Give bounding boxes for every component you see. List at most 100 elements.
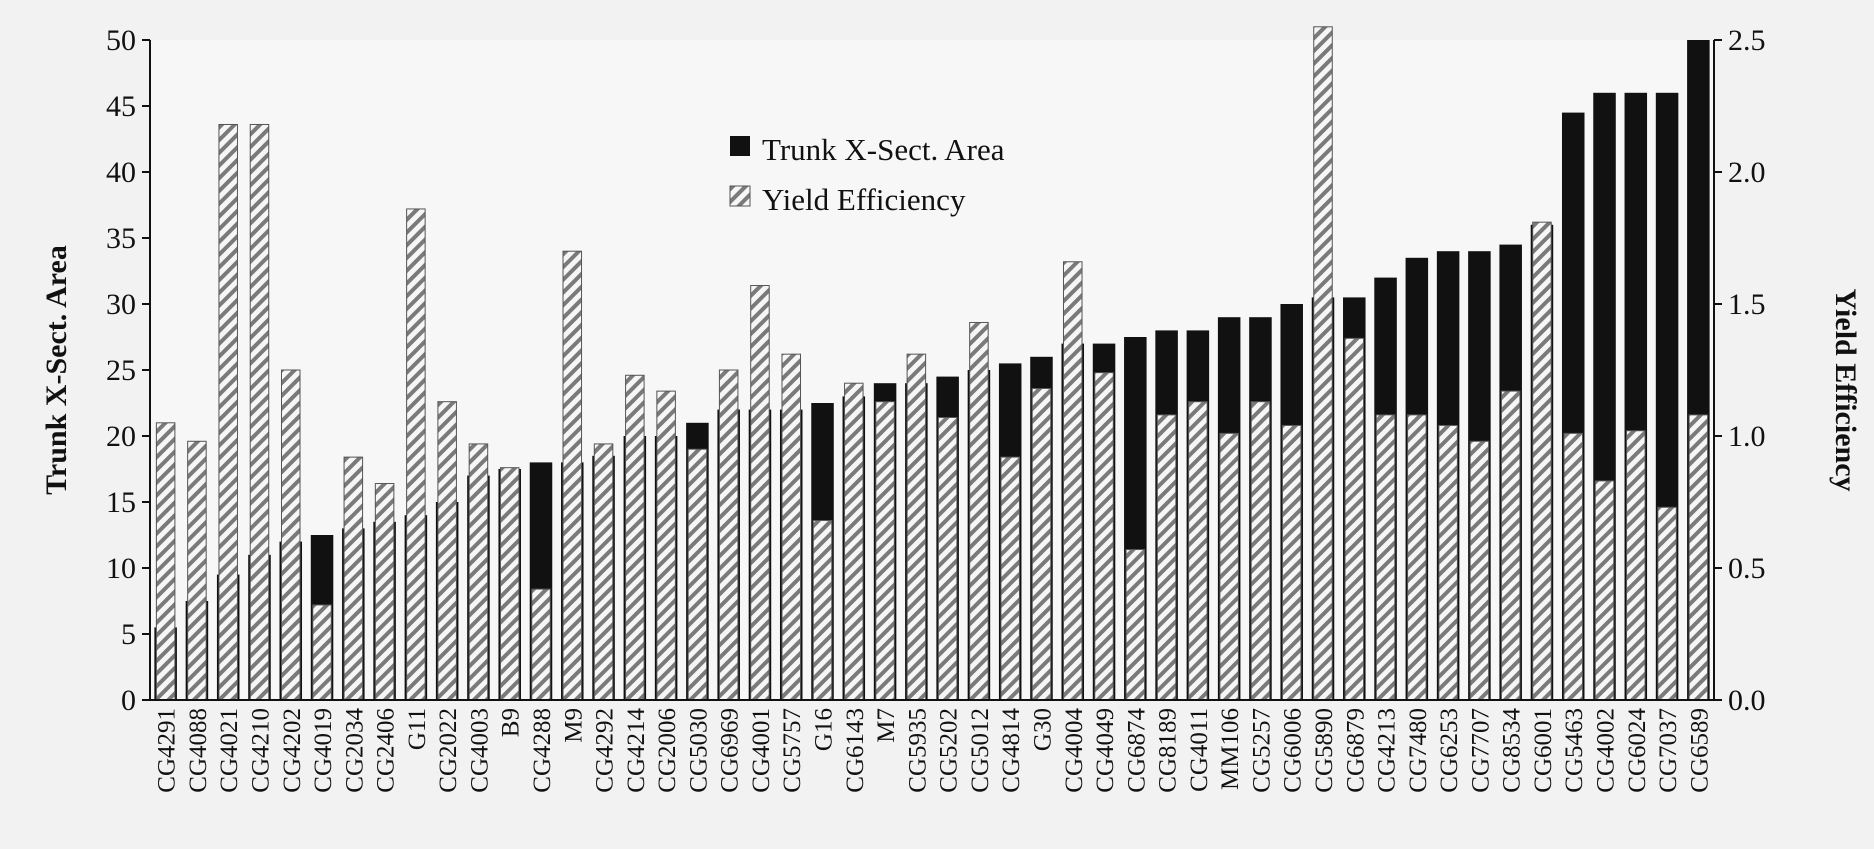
yield-bar-cg4001 bbox=[750, 285, 770, 701]
x-tick-label: CG4019 bbox=[310, 708, 337, 793]
yield-bar-cg5030 bbox=[687, 448, 708, 701]
x-tick-label: CG5202 bbox=[936, 708, 963, 793]
y-tick-label: 45 bbox=[106, 90, 136, 123]
x-tick-label: CG2006 bbox=[654, 708, 681, 793]
legend-label-trunk: Trunk X-Sect. Area bbox=[762, 132, 1005, 167]
x-tick-label: CG4002 bbox=[1593, 708, 1620, 793]
x-tick-label: CG4292 bbox=[592, 708, 619, 793]
yield-bar-cg6969 bbox=[718, 369, 739, 701]
yield-bar-cg4292 bbox=[593, 443, 614, 701]
x-tick-label: CG6879 bbox=[1342, 708, 1369, 793]
y-tick-label: 20 bbox=[106, 420, 136, 453]
y-tick-label: 40 bbox=[106, 156, 136, 189]
y2-tick-label: 2.0 bbox=[1728, 156, 1766, 189]
yield-bar-cg2022 bbox=[437, 401, 457, 701]
yield-bar-cg5463 bbox=[1563, 432, 1584, 701]
x-tick-label: CG6253 bbox=[1436, 708, 1463, 793]
yield-bar-cg6024 bbox=[1626, 430, 1646, 701]
yield-bar-cg4213 bbox=[1375, 414, 1396, 701]
x-tick-label: CG5463 bbox=[1561, 708, 1588, 793]
yield-bar-cg8534 bbox=[1500, 390, 1521, 701]
y2-tick-label: 1.5 bbox=[1728, 288, 1766, 321]
y2-tick-label: 2.5 bbox=[1728, 24, 1766, 57]
y-tick-label: 0 bbox=[121, 684, 136, 717]
yield-bar-b9 bbox=[499, 467, 520, 701]
x-tick-label: CG4021 bbox=[216, 708, 243, 793]
yield-bar-cg4210 bbox=[249, 123, 270, 701]
yield-bar-cg2006 bbox=[656, 390, 676, 701]
yield-bar-cg6001 bbox=[1532, 221, 1552, 701]
bars-layer bbox=[154, 26, 1710, 701]
y-tick-label: 30 bbox=[106, 288, 136, 321]
yield-bar-cg7480 bbox=[1407, 414, 1427, 701]
x-tick-label: CG4291 bbox=[154, 708, 181, 793]
x-tick-label: CG7707 bbox=[1467, 708, 1494, 793]
x-tick-label: G30 bbox=[1029, 708, 1056, 751]
x-tick-label: CG4001 bbox=[748, 708, 775, 793]
x-tick-label: CG5030 bbox=[685, 708, 712, 793]
yield-bar-cg7037 bbox=[1657, 506, 1677, 701]
x-tick-label: CG6006 bbox=[1280, 708, 1307, 793]
yield-bar-cg5202 bbox=[937, 417, 958, 701]
y-tick-label: 50 bbox=[106, 24, 136, 57]
yield-bar-cg5757 bbox=[781, 353, 802, 701]
x-tick-label: CG5935 bbox=[904, 708, 931, 793]
legend-swatch-trunk bbox=[730, 136, 750, 156]
x-tick-label: CG4202 bbox=[279, 708, 306, 793]
x-tick-label: CG6589 bbox=[1686, 708, 1713, 793]
y-tick-label: 15 bbox=[106, 486, 136, 519]
yield-bar-cg6879 bbox=[1344, 337, 1365, 701]
yield-bar-cg4021 bbox=[218, 123, 238, 701]
yield-bar-g16 bbox=[812, 519, 833, 701]
y-tick-label: 10 bbox=[106, 552, 136, 585]
yield-bar-cg8189 bbox=[1156, 414, 1177, 701]
x-tick-label: CG5257 bbox=[1248, 708, 1275, 793]
x-tick-label: CG2034 bbox=[341, 708, 368, 793]
x-tick-label: MM106 bbox=[1217, 708, 1244, 790]
yield-bar-m9 bbox=[562, 250, 583, 701]
x-tick-label: CG6024 bbox=[1624, 708, 1651, 793]
yield-bar-cg4004 bbox=[1062, 261, 1083, 701]
yield-bar-cg6589 bbox=[1688, 414, 1709, 701]
x-tick-label: CG8189 bbox=[1155, 708, 1182, 793]
yield-bar-g11 bbox=[406, 208, 426, 701]
x-tick-label: CG6969 bbox=[717, 708, 744, 793]
yield-bar-g30 bbox=[1031, 387, 1052, 701]
yield-bar-cg4049 bbox=[1094, 372, 1114, 701]
y-tick-label: 5 bbox=[121, 618, 136, 651]
x-tick-label: CG4214 bbox=[623, 708, 650, 793]
yield-bar-mm106 bbox=[1219, 432, 1239, 701]
yield-bar-cg4002 bbox=[1594, 480, 1615, 701]
x-tick-label: CG4003 bbox=[466, 708, 493, 793]
yield-bar-cg7707 bbox=[1469, 440, 1490, 701]
yield-bar-cg6874 bbox=[1125, 549, 1146, 701]
y2-tick-label: 1.0 bbox=[1728, 420, 1766, 453]
yield-bar-cg4011 bbox=[1188, 401, 1208, 701]
x-tick-label: G11 bbox=[404, 708, 431, 750]
x-tick-label: CG4814 bbox=[998, 708, 1025, 793]
x-tick-label: CG2406 bbox=[373, 708, 400, 793]
legend-swatch-yield bbox=[729, 185, 751, 207]
yield-bar-cg6253 bbox=[1438, 424, 1458, 701]
yield-bar-cg4214 bbox=[625, 374, 645, 701]
yield-bar-cg4019 bbox=[312, 604, 332, 701]
y2-tick-label: 0.0 bbox=[1728, 684, 1766, 717]
x-tick-label: CG5757 bbox=[779, 708, 806, 793]
x-tick-label: CG4004 bbox=[1061, 708, 1088, 793]
x-tick-label: CG5890 bbox=[1311, 708, 1338, 793]
x-tick-label: CG4011 bbox=[1186, 708, 1213, 792]
x-tick-label: CG6001 bbox=[1530, 708, 1557, 793]
yield-bar-m7 bbox=[875, 401, 895, 701]
x-tick-label: CG5012 bbox=[967, 708, 994, 793]
yield-bar-cg5935 bbox=[906, 353, 927, 701]
x-tick-label: M9 bbox=[560, 708, 587, 743]
x-tick-label: CG4288 bbox=[529, 708, 556, 793]
yield-bar-cg4088 bbox=[187, 440, 207, 701]
x-tick-label: M7 bbox=[873, 708, 900, 743]
x-tick-label: CG2022 bbox=[435, 708, 462, 793]
yield-bar-cg5257 bbox=[1250, 401, 1271, 701]
x-tick-label: CG6874 bbox=[1123, 708, 1150, 793]
yield-bar-cg4202 bbox=[280, 369, 301, 701]
y-tick-label: 35 bbox=[106, 222, 136, 255]
x-tick-label: CG4213 bbox=[1374, 708, 1401, 793]
